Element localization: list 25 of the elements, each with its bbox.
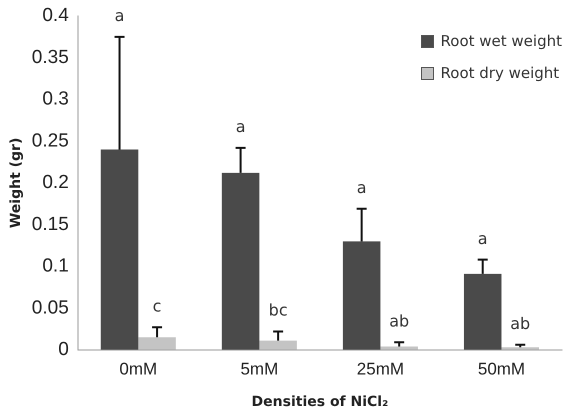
x-tick-label: 50mM <box>478 360 526 379</box>
x-tick-label: 5mM <box>240 360 278 379</box>
annotation: c <box>152 296 162 316</box>
y-tick-label: 0.35 <box>32 46 69 68</box>
y-tick-label: 0.05 <box>32 297 69 318</box>
y-tick-label: 0 <box>58 339 69 360</box>
y-tick-label: 0.3 <box>42 88 69 110</box>
x-tick-label: 0mM <box>119 360 158 379</box>
annotation: a <box>236 117 246 136</box>
annotation: bc <box>268 300 288 320</box>
y-axis-title: Weight (gr) <box>8 138 24 228</box>
x-tick-label: 25mM <box>356 360 404 379</box>
y-tick-label: 0.15 <box>32 214 69 235</box>
x-axis-title: Densities of NiCl₂ <box>252 394 388 410</box>
y-tick-label: 0.4 <box>42 5 70 26</box>
annotation: a <box>114 6 124 26</box>
annotation: ab <box>510 314 530 333</box>
y-tick-label: 0.1 <box>42 256 69 277</box>
y-tick-label: 0.25 <box>32 130 69 152</box>
annotation: ab <box>389 311 410 330</box>
y-tick-label: 0.2 <box>42 172 69 194</box>
legend-label: Root dry weight <box>440 64 560 82</box>
legend-label: Root wet weight <box>440 32 562 50</box>
annotation: a <box>478 228 488 248</box>
annotation: a <box>356 178 367 197</box>
